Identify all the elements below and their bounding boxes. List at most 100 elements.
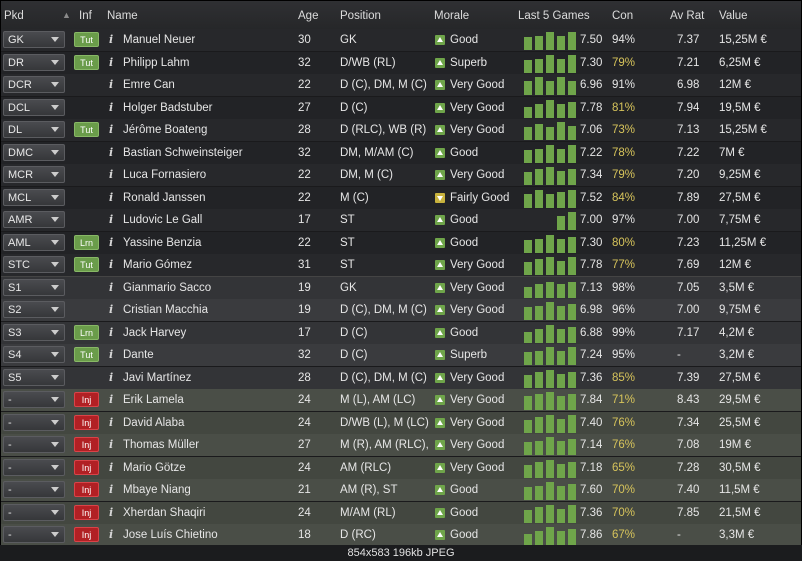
info-badge[interactable]: Tut xyxy=(74,347,99,362)
header-value[interactable]: Value xyxy=(719,10,748,22)
info-icon[interactable]: i xyxy=(109,213,114,226)
player-name[interactable]: Manuel Neuer xyxy=(123,34,196,46)
info-icon[interactable]: i xyxy=(109,78,114,91)
info-badge[interactable]: Inj xyxy=(74,482,99,497)
table-row[interactable]: S5 i Javi Martínez 28 D (C), DM, M (C) Very G… xyxy=(1,366,801,390)
player-name[interactable]: Jose Luís Chietino xyxy=(123,529,218,541)
position-select[interactable]: - xyxy=(3,481,65,498)
player-name[interactable]: Bastian Schweinsteiger xyxy=(123,146,243,159)
info-badge[interactable]: Tut xyxy=(74,257,99,272)
player-name[interactable]: Javi Martínez xyxy=(123,371,192,384)
player-name[interactable]: Mbaye Niang xyxy=(123,484,191,496)
info-badge[interactable]: Inj xyxy=(74,504,99,520)
player-name[interactable]: Cristian Macchia xyxy=(123,304,208,316)
table-row[interactable]: - Inj i Mbaye Niang 21 AM (R), ST Good 7.60 70% 7… xyxy=(1,479,801,502)
table-row[interactable]: GK Tut i Manuel Neuer 30 GK Good 7.50 94% 7.37 15,… xyxy=(1,29,801,52)
player-name[interactable]: Dante xyxy=(123,349,154,361)
position-select[interactable]: S4 xyxy=(3,346,65,363)
player-name[interactable]: Mario Gómez xyxy=(123,259,193,271)
table-row[interactable]: STC Tut i Mario Gómez 31 ST Very Good 7.78 77% 7.… xyxy=(1,254,801,277)
table-row[interactable]: DMC i Bastian Schweinsteiger 32 DM, M/AM (C)… xyxy=(1,141,801,165)
position-select[interactable]: - xyxy=(3,391,65,408)
info-icon[interactable]: i xyxy=(109,505,114,519)
table-row[interactable]: S4 Tut i Dante 32 D (C) Superb 7.24 95% - 3,2M € xyxy=(1,344,801,367)
position-select[interactable]: DCL xyxy=(3,98,65,116)
header-con[interactable]: Con xyxy=(612,10,634,22)
info-icon[interactable]: i xyxy=(109,100,114,114)
position-select[interactable]: AMR xyxy=(3,211,65,228)
player-name[interactable]: Holger Badstuber xyxy=(123,101,213,114)
table-row[interactable]: DR Tut i Philipp Lahm 32 D/WB (RL) Superb 7.30 7… xyxy=(1,51,801,75)
info-badge[interactable]: Inj xyxy=(74,459,99,475)
header-last5[interactable]: Last 5 Games xyxy=(518,10,590,22)
info-icon[interactable]: i xyxy=(109,190,114,204)
player-name[interactable]: Thomas Müller xyxy=(123,439,200,451)
info-icon[interactable]: i xyxy=(109,393,114,406)
header-morale[interactable]: Morale xyxy=(434,10,470,22)
position-select[interactable]: STC xyxy=(3,256,65,273)
position-select[interactable]: GK xyxy=(3,31,65,48)
info-icon[interactable]: i xyxy=(109,303,114,316)
info-badge[interactable]: Tut xyxy=(74,32,99,47)
position-select[interactable]: - xyxy=(3,413,65,431)
position-select[interactable]: MCL xyxy=(3,188,65,206)
table-row[interactable]: AMR i Ludovic Le Gall 17 ST Good 7.00 97% 7.00 7,… xyxy=(1,209,801,232)
position-select[interactable]: S2 xyxy=(3,301,65,318)
player-name[interactable]: Luca Fornasiero xyxy=(123,169,207,181)
info-icon[interactable]: i xyxy=(109,325,114,339)
position-select[interactable]: AML xyxy=(3,233,65,251)
player-name[interactable]: Ronald Janssen xyxy=(123,191,206,204)
player-name[interactable]: Philipp Lahm xyxy=(123,56,190,69)
table-row[interactable]: - Inj i Erik Lamela 24 M (L), AM (LC) Very Goo… xyxy=(1,389,801,412)
info-badge[interactable]: Inj xyxy=(74,437,99,452)
position-select[interactable]: - xyxy=(3,458,65,476)
info-icon[interactable]: i xyxy=(109,33,114,46)
position-select[interactable]: MCR xyxy=(3,166,65,183)
info-icon[interactable]: i xyxy=(109,370,114,384)
info-icon[interactable]: i xyxy=(109,415,114,429)
info-icon[interactable]: i xyxy=(109,235,114,249)
player-name[interactable]: Yassine Benzia xyxy=(123,236,202,249)
position-select[interactable]: - xyxy=(3,503,65,521)
info-icon[interactable]: i xyxy=(109,460,114,474)
info-badge[interactable]: Inj xyxy=(74,414,99,430)
info-icon[interactable]: i xyxy=(109,258,114,271)
info-badge[interactable]: Lrn xyxy=(74,324,99,340)
table-row[interactable]: AML Lrn i Yassine Benzia 22 ST Good 7.30 80% 7.23… xyxy=(1,231,801,255)
info-badge[interactable]: Inj xyxy=(74,527,99,542)
info-badge[interactable]: Lrn xyxy=(74,234,99,250)
header-name[interactable]: Name xyxy=(107,10,138,22)
player-name[interactable]: Mario Götze xyxy=(123,461,186,474)
header-position[interactable]: Position xyxy=(340,10,381,22)
player-name[interactable]: Jack Harvey xyxy=(123,326,187,339)
player-name[interactable]: Gianmario Sacco xyxy=(123,281,212,294)
table-row[interactable]: MCL i Ronald Janssen 22 M (C) Fairly Good 7.52… xyxy=(1,186,801,210)
info-badge[interactable]: Tut xyxy=(74,54,99,70)
info-icon[interactable]: i xyxy=(109,168,114,181)
table-row[interactable]: S2 i Cristian Macchia 19 D (C), DM, M (C) Ver… xyxy=(1,299,801,322)
info-icon[interactable]: i xyxy=(109,483,114,496)
info-badge[interactable]: Inj xyxy=(74,392,99,407)
table-row[interactable]: - Inj i David Alaba 24 D/WB (L), M (LC) Very G… xyxy=(1,411,801,435)
player-name[interactable]: Emre Can xyxy=(123,79,175,91)
table-row[interactable]: S1 i Gianmario Sacco 19 GK Very Good 7.13 98% 7.… xyxy=(1,276,801,300)
header-avrat[interactable]: Av Rat xyxy=(670,10,705,22)
table-row[interactable]: MCR i Luca Fornasiero 22 DM, M (C) Very Good 7… xyxy=(1,164,801,187)
info-icon[interactable]: i xyxy=(109,348,114,361)
player-name[interactable]: Ludovic Le Gall xyxy=(123,214,203,226)
position-select[interactable]: S5 xyxy=(3,368,65,386)
info-icon[interactable]: i xyxy=(109,55,114,69)
player-name[interactable]: Erik Lamela xyxy=(123,394,184,406)
info-icon[interactable]: i xyxy=(109,145,114,159)
table-row[interactable]: DCR i Emre Can 22 D (C), DM, M (C) Very Good 6… xyxy=(1,74,801,97)
position-select[interactable]: DL xyxy=(3,121,65,138)
position-select[interactable]: - xyxy=(3,526,65,543)
player-name[interactable]: Jérôme Boateng xyxy=(123,124,208,136)
table-row[interactable]: DL Tut i Jérôme Boateng 28 D (RLC), WB (R) Ver… xyxy=(1,119,801,142)
position-select[interactable]: DMC xyxy=(3,143,65,161)
info-icon[interactable]: i xyxy=(109,438,114,451)
position-select[interactable]: - xyxy=(3,436,65,453)
position-select[interactable]: DCR xyxy=(3,76,65,93)
info-icon[interactable]: i xyxy=(109,123,114,136)
